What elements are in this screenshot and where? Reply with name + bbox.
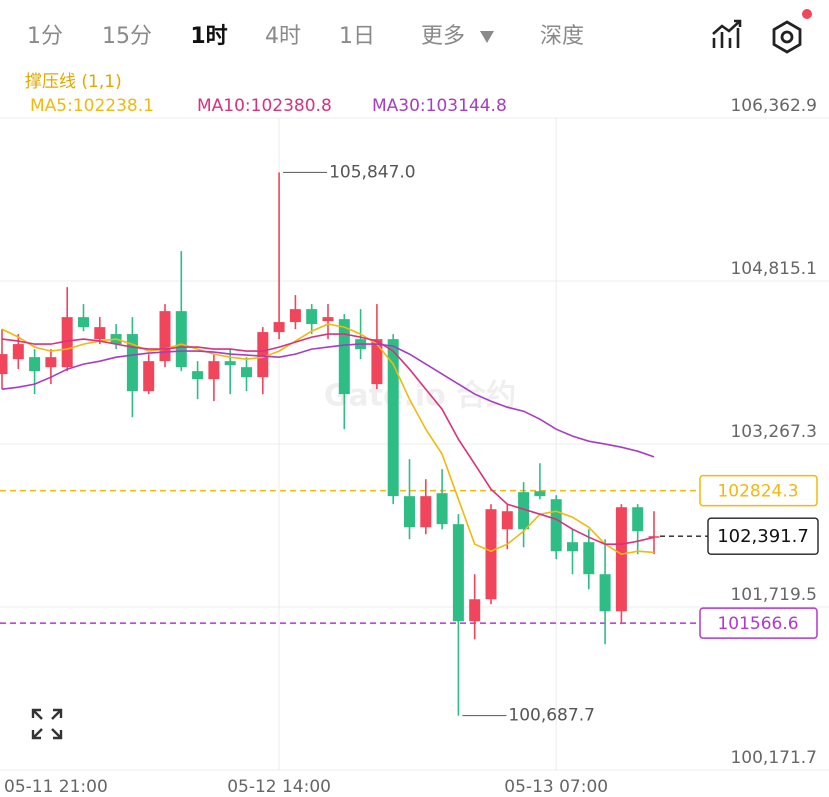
- candle-body: [29, 357, 41, 372]
- candle-body: [452, 524, 464, 622]
- candle-body: [126, 334, 138, 392]
- candle-body: [387, 339, 399, 497]
- dropdown-arrow[interactable]: [480, 31, 494, 43]
- tab[interactable]: 1日: [339, 24, 375, 49]
- notification-dot: [802, 9, 812, 19]
- y-tick-label: 101,719.5: [730, 585, 817, 605]
- candle-body: [45, 357, 57, 368]
- candle-body: [599, 574, 611, 612]
- ma-line: [1, 333, 655, 545]
- price-line-box: [699, 607, 818, 639]
- candle-body: [485, 509, 497, 600]
- candle-body: [241, 367, 252, 378]
- candle-body: [322, 317, 334, 322]
- y-tick-label: 100,171.7: [730, 748, 817, 768]
- price-line-box: [699, 474, 818, 507]
- legend-entry: MA10:102380.8: [197, 96, 332, 116]
- candle-body: [12, 344, 24, 360]
- candle-body: [501, 511, 513, 530]
- ma-line: [1, 323, 655, 556]
- watermark: Gate.io 合约: [324, 379, 516, 414]
- candle-body: [469, 599, 481, 622]
- tab[interactable]: 4时: [265, 24, 301, 49]
- x-tick-label: 05-11 21:00: [4, 777, 108, 797]
- tab[interactable]: 1时: [190, 24, 227, 49]
- candle-body: [550, 499, 562, 552]
- ma-line: [1, 343, 655, 458]
- candle-body: [289, 309, 301, 323]
- candle-body: [94, 327, 106, 340]
- indicator-icon[interactable]: [712, 19, 742, 48]
- candle-body: [306, 309, 318, 325]
- candle-body: [61, 317, 73, 368]
- annotation-label: 105,847.0: [329, 162, 416, 182]
- legend-entry: MA5:102238.1: [30, 96, 154, 116]
- candle-body: [518, 492, 530, 530]
- price-line-label: 102824.3: [717, 482, 798, 502]
- candle-body: [534, 491, 546, 497]
- tab[interactable]: 更多: [421, 24, 465, 49]
- candle-body: [567, 542, 578, 552]
- candle-body: [208, 361, 220, 380]
- candle-body: [0, 354, 8, 375]
- y-tick-label: 106,362.9: [730, 96, 817, 116]
- expand-icon[interactable]: [31, 708, 63, 740]
- candle-body: [257, 332, 269, 378]
- candle-body: [404, 496, 415, 528]
- plot: Gate.io 合约 106,362.9 104,815.1 103,267.3 101…: [0, 96, 829, 797]
- candle-body: [371, 339, 383, 385]
- timeframe-tabs: 1分 15分 1时 4时 1日 更多 深度: [27, 24, 584, 49]
- price-line-label: 101566.6: [717, 614, 798, 634]
- x-tick-label: 05-12 14:00: [227, 777, 331, 797]
- settings-icon[interactable]: [772, 20, 802, 54]
- candle-body: [583, 542, 595, 575]
- last-price-label: 102,391.7: [717, 526, 809, 547]
- candle-body: [192, 371, 204, 380]
- candle-body: [648, 536, 660, 538]
- annotation-label: 100,687.7: [508, 706, 595, 726]
- candle-body: [338, 319, 350, 395]
- candle-body: [273, 322, 285, 333]
- tab[interactable]: 深度: [540, 24, 584, 49]
- candle-body: [175, 311, 187, 368]
- legend-entry: MA30:103144.8: [372, 96, 507, 116]
- candle-body: [78, 317, 89, 328]
- candle-body: [632, 507, 644, 532]
- tab[interactable]: 15分: [102, 24, 152, 49]
- candle-body: [420, 496, 432, 528]
- tab[interactable]: 1分: [27, 24, 63, 49]
- candle-body: [436, 493, 448, 525]
- candle-body: [159, 311, 171, 362]
- candle-body: [224, 361, 236, 366]
- last-price-box: [707, 517, 819, 555]
- y-tick-label: 104,815.1: [730, 259, 817, 279]
- indicator-label: 撑压线 (1,1): [25, 72, 122, 92]
- candle-body: [615, 507, 627, 612]
- x-tick-label: 05-13 07:00: [504, 777, 608, 797]
- candle-body: [143, 361, 155, 392]
- y-tick-label: 103,267.3: [730, 422, 817, 442]
